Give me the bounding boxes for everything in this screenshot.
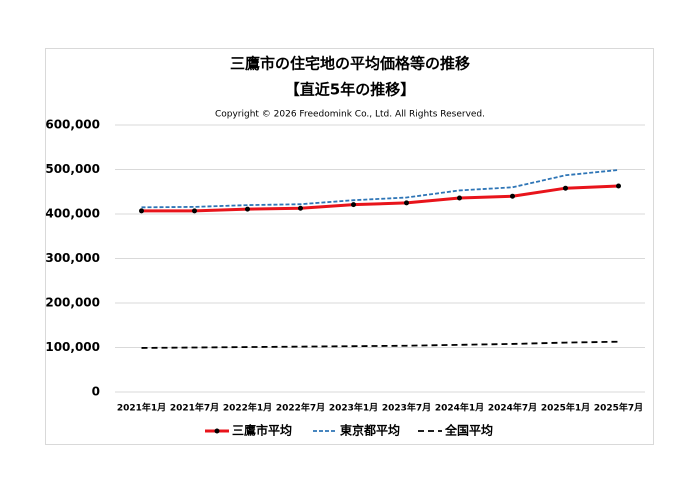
y-tick-label: 300,000 <box>45 251 100 265</box>
x-tick-label: 2024年1月 <box>435 402 484 414</box>
y-tick-label: 100,000 <box>45 340 100 354</box>
x-tick-label: 2021年7月 <box>170 402 219 414</box>
chart-frame <box>45 48 654 445</box>
x-tick-label: 2023年7月 <box>382 402 431 414</box>
series-line <box>141 184 619 213</box>
chart-title: 三鷹市の住宅地の平均価格等の推移 <box>230 55 470 73</box>
x-tick-label: 2022年1月 <box>223 402 272 414</box>
point <box>139 208 144 214</box>
legend-label: 三鷹市平均 <box>232 423 292 438</box>
legend-marker <box>214 428 220 434</box>
point <box>351 202 356 208</box>
x-tick-label: 2022年7月 <box>276 402 325 414</box>
point <box>457 195 462 201</box>
point <box>298 205 303 211</box>
point <box>616 183 621 189</box>
point <box>563 185 568 191</box>
y-tick-label: 600,000 <box>45 118 100 132</box>
point <box>510 193 515 199</box>
point <box>404 200 409 206</box>
x-tick-label: 2025年1月 <box>541 402 590 414</box>
x-tick-label: 2024年7月 <box>488 402 537 414</box>
y-tick-label: 0 <box>92 385 100 399</box>
x-tick-label: 2023年1月 <box>329 402 378 414</box>
y-tick-label: 500,000 <box>45 162 100 176</box>
chart-subtitle: 【直近5年の推移】 <box>285 81 415 99</box>
legend-label: 東京都平均 <box>340 423 400 438</box>
point <box>245 206 250 212</box>
copyright: Copyright © 2026 Freedomink Co., Ltd. Al… <box>215 110 485 120</box>
y-tick-label: 400,000 <box>45 207 100 221</box>
y-tick-label: 200,000 <box>45 296 100 310</box>
legend-label: 全国平均 <box>444 423 493 438</box>
x-tick-label: 2021年1月 <box>117 402 166 414</box>
series-line <box>141 169 619 209</box>
point <box>192 208 197 214</box>
x-tick-label: 2025年7月 <box>594 402 643 414</box>
